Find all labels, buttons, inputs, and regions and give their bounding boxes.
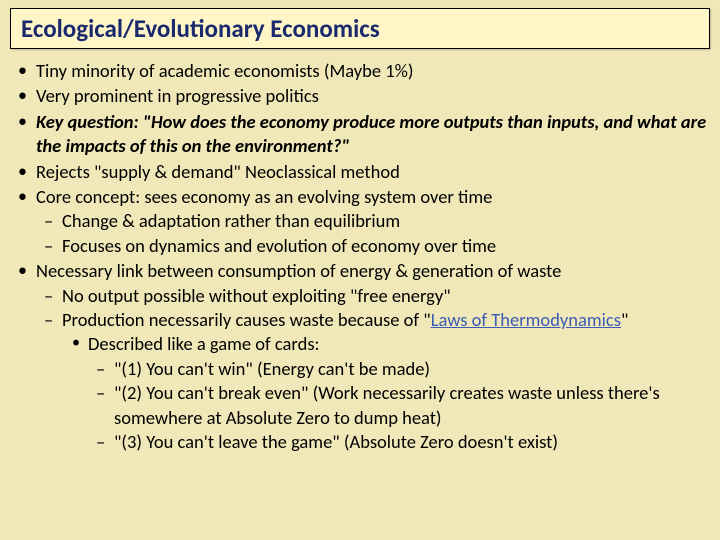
bullet-text: No output possible without exploiting "f… — [62, 284, 451, 307]
list-item: "(3) You can't leave the game" (Absolute… — [114, 430, 710, 454]
list-item: "(1) You can't win" (Energy can't be mad… — [114, 357, 710, 381]
bullet-text: "(2) You can't break even" (Work necessa… — [114, 381, 660, 428]
list-item: Focuses on dynamics and evolution of eco… — [62, 234, 710, 258]
slide-container: Ecological/Evolutionary Economics Tiny m… — [0, 0, 720, 464]
bullet-text: Very prominent in progressive politics — [36, 84, 319, 107]
bullet-text: "(1) You can't win" (Energy can't be mad… — [114, 357, 430, 380]
list-item: "(2) You can't break even" (Work necessa… — [114, 381, 710, 430]
list-item: Core concept: sees economy as an evolvin… — [36, 185, 710, 258]
bullet-text: " — [621, 308, 628, 331]
list-item: Key question: "How does the economy prod… — [36, 110, 710, 159]
bullet-text-emphasis: Key question: "How does the economy prod… — [36, 110, 706, 157]
thermodynamics-link[interactable]: Laws of Thermodynamics — [431, 308, 621, 331]
list-item: Very prominent in progressive politics — [36, 84, 710, 108]
list-item: Rejects "supply & demand" Neoclassical m… — [36, 160, 710, 184]
bullet-text: Core concept: sees economy as an evolvin… — [36, 185, 492, 208]
bullet-text: Change & adaptation rather than equilibr… — [62, 209, 400, 232]
list-item: No output possible without exploiting "f… — [62, 284, 710, 308]
sub-list: Change & adaptation rather than equilibr… — [36, 209, 710, 258]
bullet-text: Focuses on dynamics and evolution of eco… — [62, 234, 496, 257]
list-item: Tiny minority of academic economists (Ma… — [36, 59, 710, 83]
bullet-text: "(3) You can't leave the game" (Absolute… — [114, 430, 558, 453]
sub-list: No output possible without exploiting "f… — [36, 284, 710, 455]
bullet-text: Necessary link between consumption of en… — [36, 259, 561, 282]
list-item: Necessary link between consumption of en… — [36, 259, 710, 454]
bullet-text: Production necessarily causes waste beca… — [62, 308, 431, 331]
list-item: Production necessarily causes waste beca… — [62, 308, 710, 454]
bullet-text: Tiny minority of academic economists (Ma… — [36, 59, 413, 82]
bullet-text: Described like a game of cards: — [88, 332, 320, 355]
sub-sub-list: Described like a game of cards: "(1) You… — [62, 332, 710, 454]
list-item: Change & adaptation rather than equilibr… — [62, 209, 710, 233]
list-item: Described like a game of cards: "(1) You… — [88, 332, 710, 454]
sub-sub-sub-list: "(1) You can't win" (Energy can't be mad… — [88, 357, 710, 455]
title-box: Ecological/Evolutionary Economics — [10, 8, 710, 49]
slide-title: Ecological/Evolutionary Economics — [21, 13, 699, 44]
bullet-list: Tiny minority of academic economists (Ma… — [10, 59, 710, 455]
bullet-text: Rejects "supply & demand" Neoclassical m… — [36, 160, 400, 183]
